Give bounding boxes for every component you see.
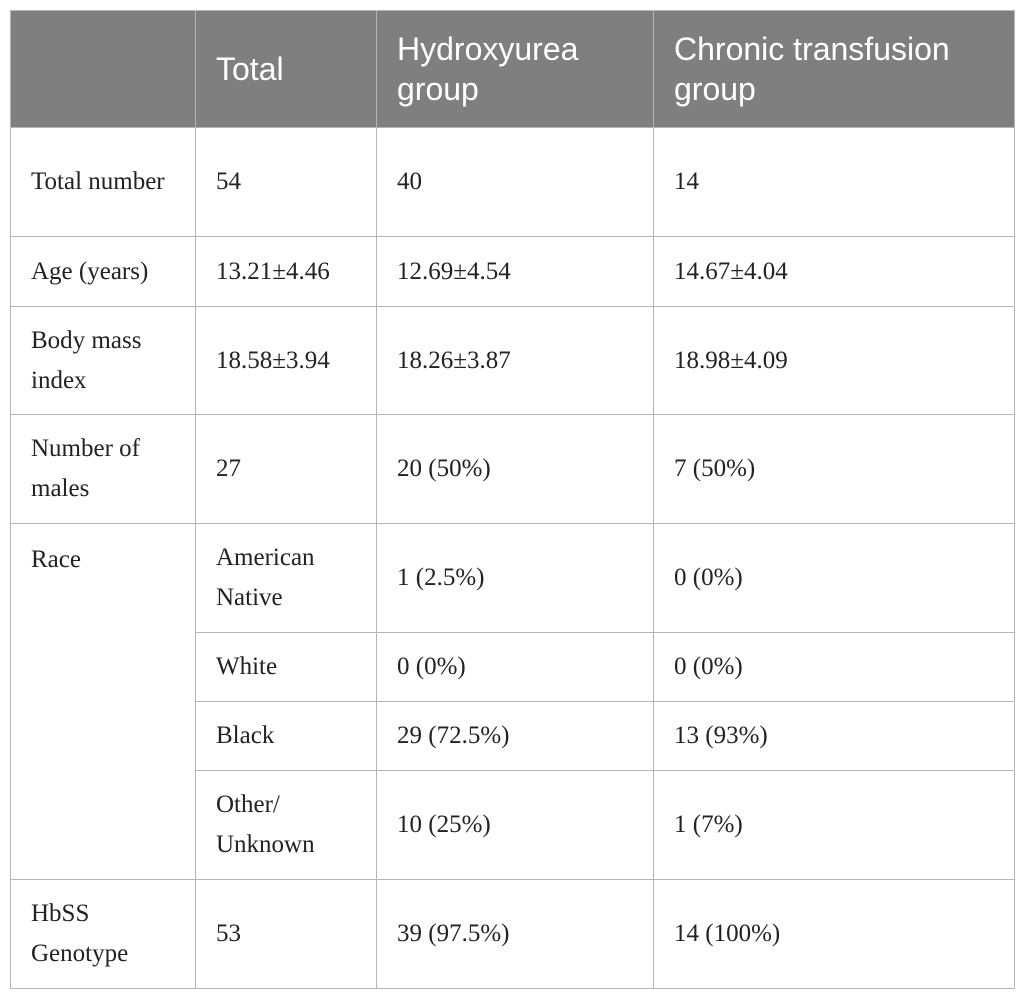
- table-cell: 14 (100%): [653, 879, 1015, 989]
- table-row: White 0 (0%) 0 (0%): [11, 632, 1015, 702]
- row-label: Total number: [10, 127, 196, 237]
- table-cell: 13.21±4.46: [195, 236, 377, 307]
- header-row: Total Hydroxyurea group Chronic transfusio…: [10, 10, 1015, 128]
- row-label: Race: [10, 523, 196, 880]
- table-cell: 7 (50%): [653, 414, 1015, 524]
- table-row: Body mass index 18.58±3.94 18.26±3.87 18.98…: [10, 306, 1015, 415]
- header-cell: Chronic transfusion group: [653, 10, 1015, 128]
- header-cell: Hydroxyurea group: [376, 10, 654, 128]
- table-row: Other/ Unknown 10 (25%) 1 (7%): [11, 770, 1015, 880]
- table-cell: 1 (2.5%): [376, 523, 654, 633]
- table-cell: 1 (7%): [653, 770, 1015, 880]
- row-label: Number of males: [10, 414, 196, 524]
- table-cell: 12.69±4.54: [376, 236, 654, 307]
- table-row: Race American Native 1 (2.5%) 0 (0%): [10, 523, 1015, 880]
- header-cell: Total: [195, 10, 377, 128]
- table-cell: 18.98±4.09: [653, 306, 1015, 415]
- data-table: Total Hydroxyurea group Chronic transfusio…: [10, 10, 1015, 989]
- table-cell: 0 (0%): [653, 632, 1015, 702]
- table-cell: Other/ Unknown: [195, 770, 377, 880]
- table-cell: 18.26±3.87: [376, 306, 654, 415]
- table-cell: 0 (0%): [653, 523, 1015, 633]
- row-label: Age (years): [10, 236, 196, 307]
- table-cell: 14: [653, 127, 1015, 237]
- table-cell: 20 (50%): [376, 414, 654, 524]
- table-row: Total number 54 40 14: [10, 127, 1015, 237]
- table-cell: 18.58±3.94: [195, 306, 377, 415]
- table-cell: 13 (93%): [653, 701, 1015, 771]
- table-cell: 27: [195, 414, 377, 524]
- table-cell: 29 (72.5%): [376, 701, 654, 771]
- table-cell: 10 (25%): [376, 770, 654, 880]
- row-label: HbSS Genotype: [10, 879, 196, 989]
- table-cell: 53: [195, 879, 377, 989]
- table-row: HbSS Genotype 53 39 (97.5%) 14 (100%): [10, 879, 1015, 989]
- table-cell: 40: [376, 127, 654, 237]
- table-cell: 0 (0%): [376, 632, 654, 702]
- table-cell: 54: [195, 127, 377, 237]
- table-row: Number of males 27 20 (50%) 7 (50%): [10, 414, 1015, 524]
- table-cell: White: [195, 632, 377, 702]
- table-cell: Black: [195, 701, 377, 771]
- row-label: Body mass index: [10, 306, 196, 415]
- table-cell: 14.67±4.04: [653, 236, 1015, 307]
- table-cell: 39 (97.5%): [376, 879, 654, 989]
- header-corner: [10, 10, 196, 128]
- table-cell: American Native: [195, 523, 377, 633]
- table-body: Total number 54 40 14 Age (years) 13.21±4.46 1…: [10, 127, 1015, 989]
- table-row: Age (years) 13.21±4.46 12.69±4.54 14.67±4.0…: [10, 236, 1015, 307]
